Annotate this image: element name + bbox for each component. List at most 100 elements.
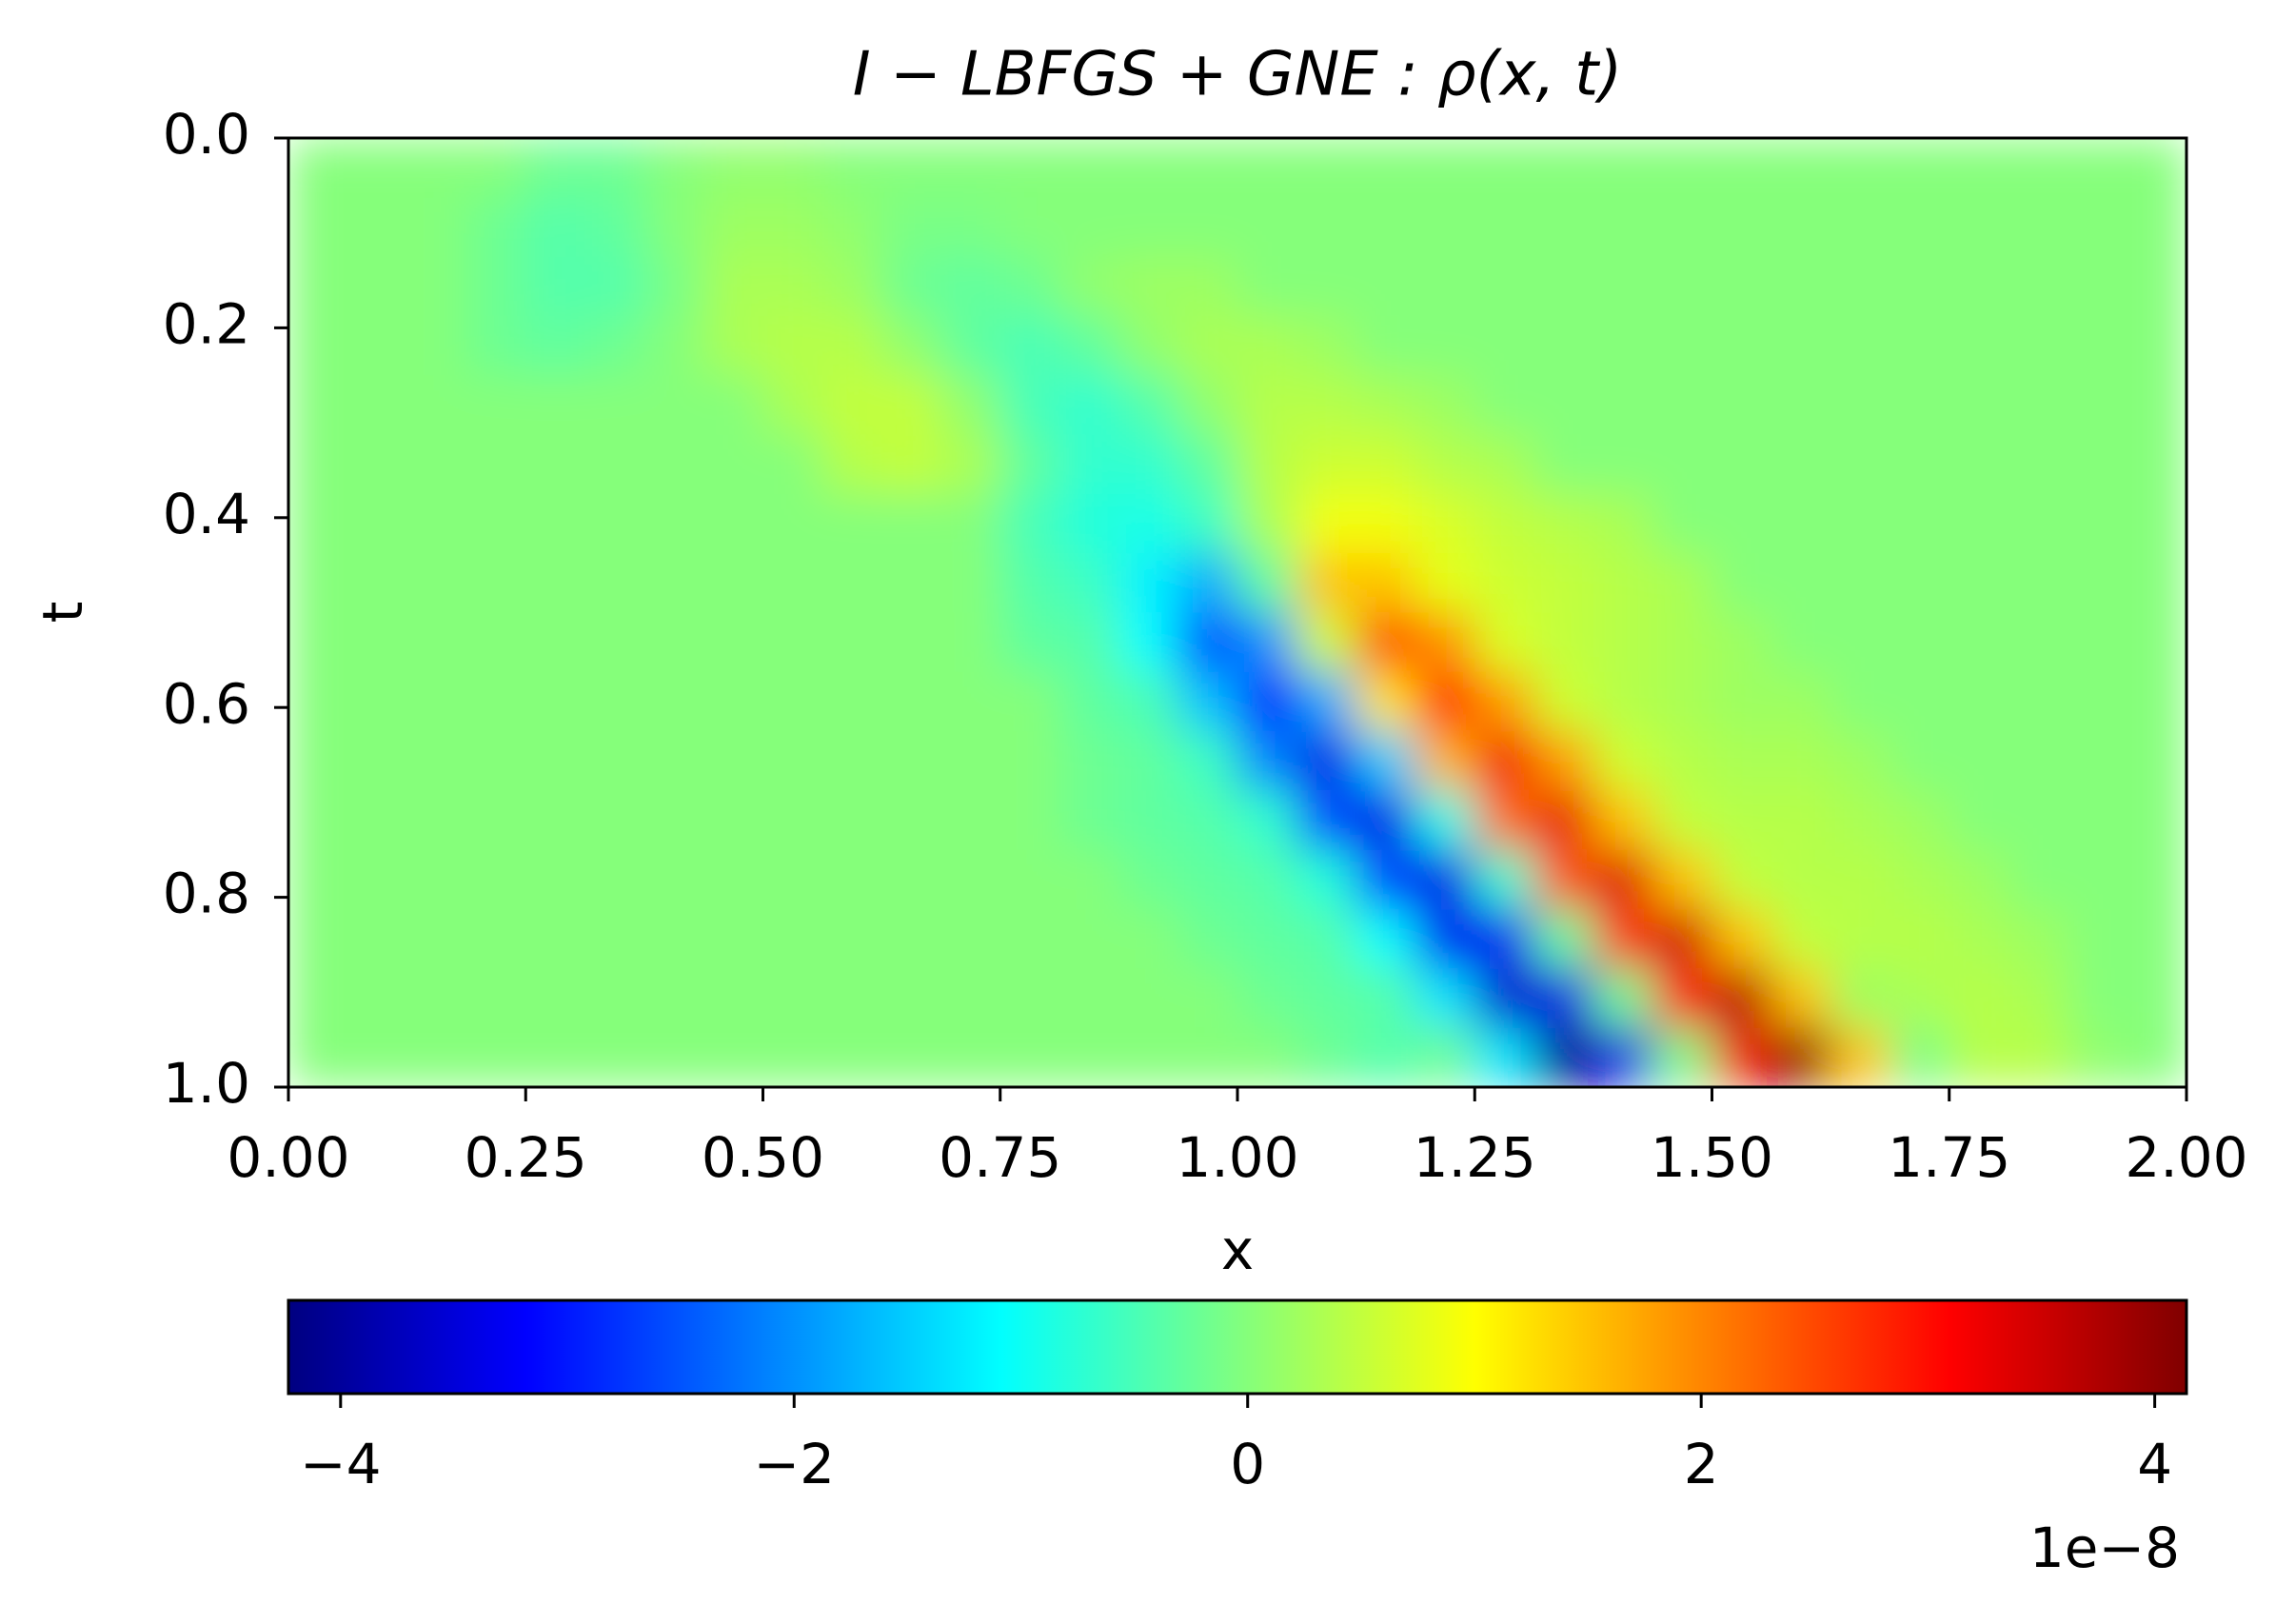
- colorbar: [287, 1298, 2188, 1396]
- heatmap-cell: [1711, 731, 1772, 791]
- heatmap-cell: [762, 375, 823, 436]
- heatmap-cell: [1533, 731, 1594, 791]
- heatmap-cell: [881, 315, 941, 376]
- heatmap-cell: [465, 197, 526, 258]
- heatmap-cell: [1652, 612, 1712, 673]
- colorbar-tick-label: 4: [2137, 1432, 2172, 1496]
- heatmap-cell: [762, 1027, 823, 1087]
- heatmap-cell: [1771, 790, 1831, 851]
- heatmap-cell: [999, 1027, 1060, 1087]
- heatmap-cell: [1949, 731, 2009, 791]
- heatmap-cell: [347, 256, 408, 317]
- heatmap-cell: [1949, 434, 2009, 495]
- heatmap-cell: [1237, 315, 1297, 376]
- heatmap-cell: [1771, 731, 1831, 791]
- heatmap-cell: [288, 553, 348, 613]
- heatmap-cell: [525, 790, 586, 851]
- heatmap-cell: [1830, 968, 1890, 1029]
- heatmap-cell: [762, 197, 823, 258]
- heatmap-cell: [1415, 1027, 1475, 1087]
- chart-title: I − LBFGS + GNE : ρ(x, t): [853, 40, 1622, 110]
- heatmap-cell: [1889, 375, 1950, 436]
- heatmap-cell: [1830, 375, 1890, 436]
- heatmap-cell: [1652, 553, 1712, 613]
- heatmap-cell: [347, 138, 408, 198]
- heatmap-cell: [643, 790, 704, 851]
- heatmap-cell: [1593, 968, 1653, 1029]
- heatmap-cell: [821, 197, 882, 258]
- heatmap-cell: [1652, 731, 1712, 791]
- heatmap-cell: [1830, 731, 1890, 791]
- heatmap-cell: [703, 315, 763, 376]
- heatmap-cell: [1415, 256, 1475, 317]
- heatmap-cell: [1652, 790, 1712, 851]
- heatmap-cell: [1177, 138, 1238, 198]
- heatmap-cell: [643, 909, 704, 969]
- heatmap-cell: [1059, 671, 1119, 732]
- heatmap-cell: [347, 197, 408, 258]
- heatmap-cell: [881, 553, 941, 613]
- heatmap-cell: [288, 790, 348, 851]
- y-tick-label: 0.4: [163, 482, 250, 546]
- heatmap-cell: [1652, 434, 1712, 495]
- heatmap-cell: [1830, 849, 1890, 910]
- heatmap-cell: [999, 909, 1060, 969]
- heatmap-cell: [999, 493, 1060, 554]
- heatmap-cell: [1474, 671, 1535, 732]
- x-tick-label: 1.00: [1176, 1125, 1298, 1190]
- heatmap-cell: [1593, 612, 1653, 673]
- heatmap-cell: [1830, 790, 1890, 851]
- heatmap-cell: [1652, 909, 1712, 969]
- heatmap-cell: [999, 968, 1060, 1029]
- heatmap-cell: [347, 909, 408, 969]
- heatmap-cell: [288, 731, 348, 791]
- heatmap-cell: [1474, 731, 1535, 791]
- heatmap-cell: [643, 493, 704, 554]
- heatmap-cell: [1059, 612, 1119, 673]
- heatmap-cell: [1177, 256, 1238, 317]
- heatmap-cell: [1533, 256, 1594, 317]
- heatmap-cell: [2008, 197, 2068, 258]
- heatmap-cell: [1830, 434, 1890, 495]
- heatmap-cell: [940, 197, 1001, 258]
- x-tick-label: 0.00: [227, 1125, 349, 1190]
- heatmap-cell: [1771, 256, 1831, 317]
- heatmap-cell: [465, 909, 526, 969]
- x-axis-label: x: [1221, 1218, 1254, 1282]
- heatmap-cell: [525, 493, 586, 554]
- heatmap-cell: [881, 849, 941, 910]
- heatmap-cell: [525, 197, 586, 258]
- colorbar-offset-label: 1e−8: [2029, 1515, 2180, 1580]
- heatmap-cell: [584, 909, 645, 969]
- heatmap-cell: [999, 849, 1060, 910]
- heatmap-cell: [1355, 1027, 1416, 1087]
- heatmap-cell: [1771, 434, 1831, 495]
- heatmap-cell: [1830, 1027, 1890, 1087]
- heatmap-cell: [465, 790, 526, 851]
- colorbar-tick-label: 2: [1684, 1432, 1719, 1496]
- heatmap-cell: [881, 197, 941, 258]
- heatmap-cells: [288, 138, 2186, 1087]
- heatmap-cell: [762, 256, 823, 317]
- heatmap-cell: [465, 434, 526, 495]
- heatmap-cell: [1237, 138, 1297, 198]
- heatmap-cell: [1830, 909, 1890, 969]
- heatmap-cell: [1118, 790, 1179, 851]
- heatmap-cell: [1059, 909, 1119, 969]
- heatmap-cell: [703, 256, 763, 317]
- heatmap-cell: [1830, 671, 1890, 732]
- heatmap-cell: [1118, 553, 1179, 613]
- heatmap-cell: [1771, 493, 1831, 554]
- heatmap-cell: [1771, 849, 1831, 910]
- x-tick-label: 2.00: [2125, 1125, 2247, 1190]
- heatmap-cell: [1474, 256, 1535, 317]
- heatmap-cell: [1118, 138, 1179, 198]
- heatmap-cell: [1177, 968, 1238, 1029]
- heatmap-cell: [584, 256, 645, 317]
- heatmap-cell: [881, 434, 941, 495]
- heatmap-cell: [1296, 375, 1357, 436]
- y-tick-label: 0.6: [163, 671, 250, 736]
- heatmap-cell: [1533, 138, 1594, 198]
- heatmap-cell: [703, 790, 763, 851]
- heatmap-cell: [2008, 1027, 2068, 1087]
